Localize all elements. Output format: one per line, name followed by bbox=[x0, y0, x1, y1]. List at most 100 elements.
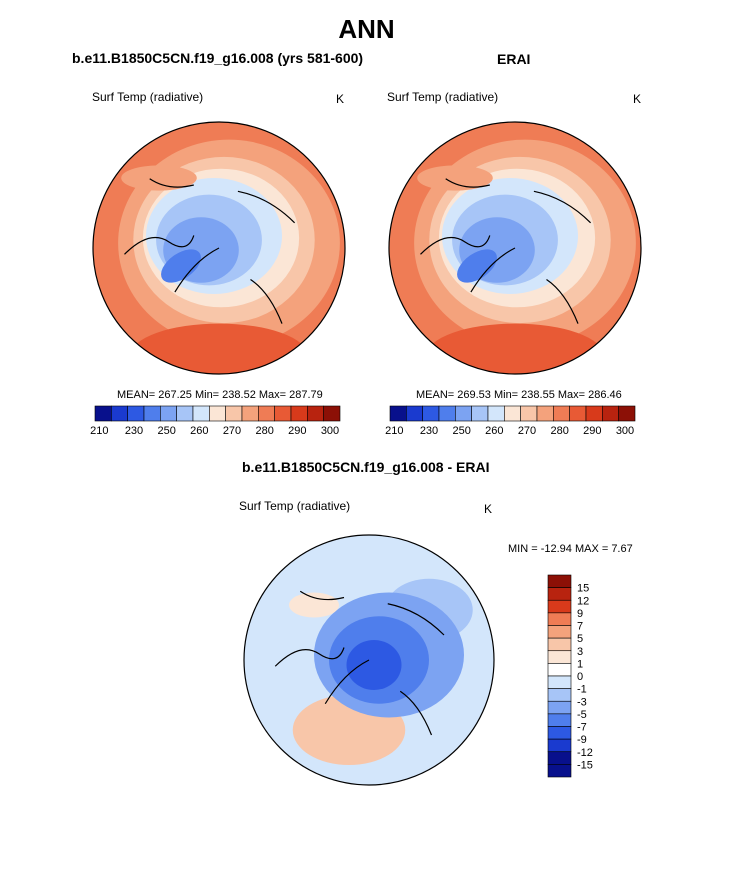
colorbar-tick-label: 280 bbox=[550, 425, 568, 437]
colorbar-swatch bbox=[487, 405, 505, 422]
colorbar-tick-label: 260 bbox=[190, 425, 208, 437]
panel-2-title: ERAI bbox=[497, 51, 531, 67]
colorbar-swatch bbox=[547, 675, 572, 689]
page-title: ANN bbox=[338, 14, 395, 44]
colorbar-swatch bbox=[127, 405, 145, 422]
colorbar-swatch bbox=[389, 405, 407, 422]
colorbar-swatch bbox=[471, 405, 489, 422]
panel-2-units-label: K bbox=[633, 92, 642, 106]
colorbar-tick-label: 12 bbox=[577, 595, 589, 607]
colorbar-swatch bbox=[176, 405, 194, 422]
colorbar-swatch bbox=[143, 405, 161, 422]
panel-1-stats: MEAN= 267.25 Min= 238.52 Max= 287.79 bbox=[117, 389, 323, 401]
colorbar-swatch bbox=[160, 405, 177, 422]
colorbar-swatch bbox=[94, 405, 112, 422]
colorbar-swatch bbox=[290, 405, 308, 422]
colorbar-swatch bbox=[547, 751, 572, 765]
colorbar-tick-label: 1 bbox=[577, 658, 583, 670]
colorbar-swatch bbox=[618, 405, 636, 422]
panel-3-variable-label: Surf Temp (radiative) bbox=[239, 499, 351, 513]
colorbar-swatch bbox=[569, 405, 587, 422]
colorbar-1: 210 230 250 260 270 280 290 300 bbox=[90, 405, 341, 437]
colorbar-swatch bbox=[241, 405, 259, 422]
colorbar-tick-label: 280 bbox=[255, 425, 273, 437]
colorbar-tick-label: 260 bbox=[485, 425, 503, 437]
colorbar-swatch bbox=[547, 599, 572, 614]
colorbar-tick-label: 230 bbox=[125, 425, 143, 437]
colorbar-swatch bbox=[504, 405, 521, 422]
colorbar-tick-label: 7 bbox=[577, 621, 583, 633]
colorbar-swatch bbox=[585, 405, 603, 422]
colorbar-swatch bbox=[274, 405, 292, 422]
colorbar-swatch bbox=[547, 625, 572, 639]
colorbar-swatch bbox=[323, 405, 341, 422]
colorbar-swatch bbox=[547, 663, 572, 677]
colorbar-tick-label: 3 bbox=[577, 646, 583, 658]
colorbar-swatch bbox=[422, 405, 440, 422]
colorbar-swatch bbox=[547, 637, 572, 652]
colorbar-tick-label: 250 bbox=[452, 425, 470, 437]
colorbar-tick-label: 290 bbox=[288, 425, 306, 437]
colorbar-swatch bbox=[547, 688, 572, 702]
colorbar-swatch bbox=[438, 405, 456, 422]
colorbar-tick-label: 0 bbox=[577, 671, 583, 683]
colorbar-swatch bbox=[307, 405, 324, 422]
colorbar-tick-label: 250 bbox=[157, 425, 175, 437]
colorbar-tick-label: 5 bbox=[577, 633, 583, 645]
colorbar-tick-label: 290 bbox=[583, 425, 601, 437]
colorbar-swatch bbox=[547, 612, 572, 626]
colorbar-swatch bbox=[547, 574, 572, 588]
colorbar-swatch bbox=[547, 650, 572, 664]
panel-2-variable-label: Surf Temp (radiative) bbox=[387, 90, 499, 104]
colorbar-tick-label: 15 bbox=[577, 583, 589, 595]
colorbar-tick-label: 9 bbox=[577, 608, 583, 620]
colorbar-swatch bbox=[111, 405, 128, 422]
colorbar-tick-label: 230 bbox=[420, 425, 438, 437]
colorbar-swatch bbox=[455, 405, 472, 422]
panel-3-title: b.e11.B1850C5CN.f19_g16.008 - ERAI bbox=[242, 459, 490, 475]
panel-2-stats: MEAN= 269.53 Min= 238.55 Max= 286.46 bbox=[416, 389, 622, 401]
colorbar-swatch bbox=[602, 405, 619, 422]
colorbar-tick-label: 210 bbox=[385, 425, 403, 437]
colorbar-tick-label: -15 bbox=[577, 759, 593, 771]
colorbar-tick-label: 270 bbox=[518, 425, 536, 437]
polar-map-3 bbox=[243, 534, 495, 786]
colorbar-tick-label: 270 bbox=[223, 425, 241, 437]
colorbar-swatch bbox=[258, 405, 275, 422]
panel-3-stats: MIN = -12.94 MAX = 7.67 bbox=[508, 543, 633, 555]
colorbar-swatch bbox=[406, 405, 423, 422]
colorbar-tick-label: 300 bbox=[321, 425, 339, 437]
colorbar-swatch bbox=[520, 405, 538, 422]
colorbar-swatch bbox=[547, 738, 572, 753]
colorbar-tick-label: -5 bbox=[577, 709, 587, 721]
colorbar-tick-label: 210 bbox=[90, 425, 108, 437]
colorbar-swatch bbox=[547, 700, 572, 715]
colorbar-swatch bbox=[547, 587, 572, 601]
colorbar-tick-label: 300 bbox=[616, 425, 634, 437]
colorbar-swatch bbox=[192, 405, 210, 422]
colorbar-swatch bbox=[536, 405, 554, 422]
colorbar-swatch bbox=[553, 405, 570, 422]
colorbar-tick-label: -7 bbox=[577, 722, 587, 734]
map-boundary bbox=[243, 534, 495, 786]
colorbar-swatch bbox=[225, 405, 243, 422]
colorbar-swatch bbox=[547, 713, 572, 727]
panel-3-units-label: K bbox=[484, 502, 493, 516]
map-boundary bbox=[388, 121, 642, 375]
colorbar-tick-label: -3 bbox=[577, 696, 587, 708]
colorbar-swatch bbox=[547, 726, 572, 740]
polar-map-1 bbox=[92, 121, 346, 375]
map-boundary bbox=[92, 121, 346, 375]
colorbar-tick-label: -1 bbox=[577, 684, 587, 696]
colorbar-tick-label: -12 bbox=[577, 747, 593, 759]
colorbar-2: 210 230 250 260 270 280 290 300 bbox=[385, 405, 636, 437]
colorbar-swatch bbox=[209, 405, 226, 422]
panel-1-title: b.e11.B1850C5CN.f19_g16.008 (yrs 581-600… bbox=[72, 50, 364, 66]
panel-1-variable-label: Surf Temp (radiative) bbox=[92, 90, 204, 104]
polar-map-2 bbox=[388, 121, 642, 375]
colorbar-swatch bbox=[547, 764, 572, 778]
panel-1-units-label: K bbox=[336, 92, 345, 106]
colorbar-tick-label: -9 bbox=[577, 734, 587, 746]
